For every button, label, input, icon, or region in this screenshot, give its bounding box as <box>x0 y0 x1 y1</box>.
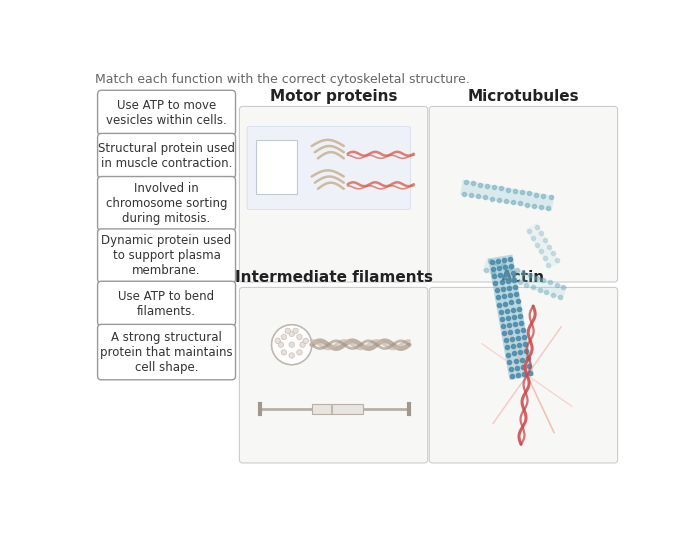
Text: Actin: Actin <box>501 270 545 285</box>
FancyBboxPatch shape <box>239 107 428 282</box>
Text: Dynamic protein used
to support plasma
membrane.: Dynamic protein used to support plasma m… <box>102 234 232 277</box>
FancyBboxPatch shape <box>247 126 410 210</box>
FancyBboxPatch shape <box>97 90 235 135</box>
FancyBboxPatch shape <box>239 287 428 463</box>
Text: Structural protein used
in muscle contraction.: Structural protein used in muscle contra… <box>98 142 235 170</box>
Text: Motor proteins: Motor proteins <box>270 89 398 104</box>
FancyBboxPatch shape <box>429 107 617 282</box>
Polygon shape <box>488 254 534 380</box>
Bar <box>256 140 297 194</box>
Circle shape <box>297 334 302 340</box>
FancyBboxPatch shape <box>97 229 235 283</box>
Circle shape <box>293 328 298 334</box>
Polygon shape <box>460 180 554 211</box>
Circle shape <box>289 353 295 358</box>
Circle shape <box>303 338 308 344</box>
Circle shape <box>278 342 284 347</box>
FancyBboxPatch shape <box>97 324 235 380</box>
Circle shape <box>289 342 295 347</box>
FancyBboxPatch shape <box>97 177 235 230</box>
Polygon shape <box>526 223 560 269</box>
FancyBboxPatch shape <box>97 133 235 178</box>
Circle shape <box>289 331 295 336</box>
Text: Intermediate filaments: Intermediate filaments <box>234 270 433 285</box>
Polygon shape <box>482 258 567 300</box>
Text: Microtubules: Microtubules <box>468 89 580 104</box>
Circle shape <box>281 334 286 340</box>
FancyBboxPatch shape <box>97 281 235 326</box>
Circle shape <box>285 328 290 334</box>
Text: Use ATP to bend
filaments.: Use ATP to bend filaments. <box>118 289 215 318</box>
Circle shape <box>272 325 312 365</box>
Circle shape <box>275 338 281 344</box>
Text: Use ATP to move
vesicles within cells.: Use ATP to move vesicles within cells. <box>106 98 227 126</box>
Circle shape <box>297 350 302 355</box>
Text: Involved in
chromosome sorting
during mitosis.: Involved in chromosome sorting during mi… <box>106 182 228 225</box>
Bar <box>312 404 363 415</box>
Text: Match each function with the correct cytoskeletal structure.: Match each function with the correct cyt… <box>95 73 470 85</box>
Circle shape <box>300 342 305 347</box>
FancyBboxPatch shape <box>429 287 617 463</box>
Circle shape <box>281 350 286 355</box>
Text: A strong structural
protein that maintains
cell shape.: A strong structural protein that maintai… <box>100 330 233 374</box>
